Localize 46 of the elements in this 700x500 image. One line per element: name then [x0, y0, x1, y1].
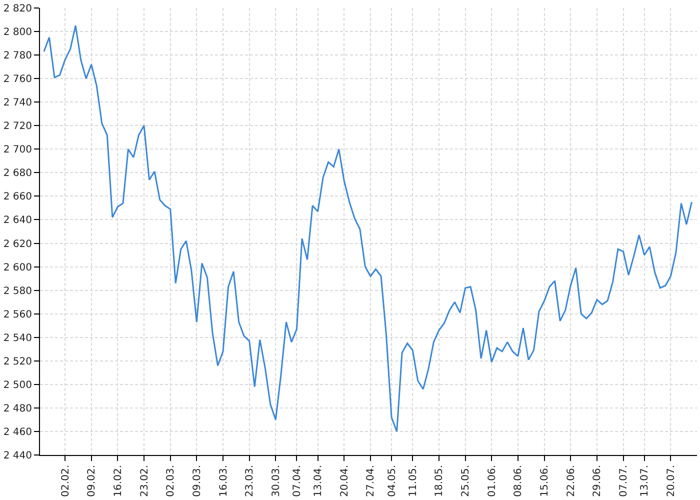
y-tick-label: 2 700 — [3, 144, 32, 156]
x-tick-label: 30.03. — [270, 465, 282, 497]
x-tick-label: 23.03. — [244, 465, 256, 497]
y-tick-label: 2 740 — [3, 98, 32, 109]
y-tick-label: 2 460 — [3, 426, 32, 438]
y-tick-label: 2 580 — [3, 286, 32, 297]
y-tick-label: 2 440 — [3, 450, 32, 462]
y-tick-label: 2 720 — [3, 121, 32, 132]
x-tick-label: 07.04. — [292, 465, 303, 497]
y-tick-label: 2 800 — [3, 27, 32, 38]
y-tick-label: 2 520 — [3, 356, 32, 368]
y-tick-label: 2 780 — [3, 50, 32, 62]
y-tick-label: 2 660 — [3, 192, 32, 203]
y-tick-label: 2 560 — [3, 309, 32, 320]
y-tick-label: 2 540 — [3, 332, 32, 344]
x-tick-label: 09.02. — [86, 465, 98, 497]
y-tick-label: 2 760 — [3, 74, 32, 86]
y-tick-label: 2 640 — [3, 215, 32, 226]
line-series — [43, 24, 692, 432]
x-tick-label: 09.03. — [192, 465, 203, 497]
x-tick-label: 22.06. — [566, 465, 577, 497]
y-tick-label: 2 820 — [3, 4, 32, 14]
x-tick-label: 11.05. — [408, 465, 419, 497]
x-tick-label: 29.06. — [592, 465, 604, 497]
y-tick-label: 2 600 — [3, 262, 32, 274]
x-tick-label: 13.04. — [313, 465, 324, 497]
x-tick-label: 23.02. — [139, 465, 150, 497]
x-tick-label: 25.05. — [460, 465, 472, 497]
x-tick-label: 02.02. — [60, 465, 72, 497]
x-tick-label: 07.07. — [618, 465, 630, 497]
x-tick-label: 01.06. — [486, 465, 498, 497]
x-tick-label: 15.06. — [540, 465, 551, 497]
x-tick-label: 16.03. — [218, 465, 230, 497]
y-tick-label: 2 620 — [3, 238, 32, 250]
y-tick-label: 2 680 — [3, 168, 32, 180]
x-tick-label: 08.06. — [513, 465, 524, 497]
x-tick-label: 20.07. — [666, 465, 677, 497]
x-tick-label: 20.04. — [339, 465, 350, 497]
x-tick-label: 13.07. — [640, 465, 651, 497]
x-tick-label: 18.05. — [434, 465, 446, 497]
y-tick-label: 2 500 — [3, 380, 32, 391]
x-tick-label: 27.04. — [366, 465, 377, 497]
x-tick-label: 02.03. — [166, 465, 177, 497]
y-tick-label: 2 480 — [3, 403, 32, 414]
x-tick-label: 04.05. — [386, 465, 398, 497]
x-tick-label: 16.02. — [112, 465, 124, 497]
